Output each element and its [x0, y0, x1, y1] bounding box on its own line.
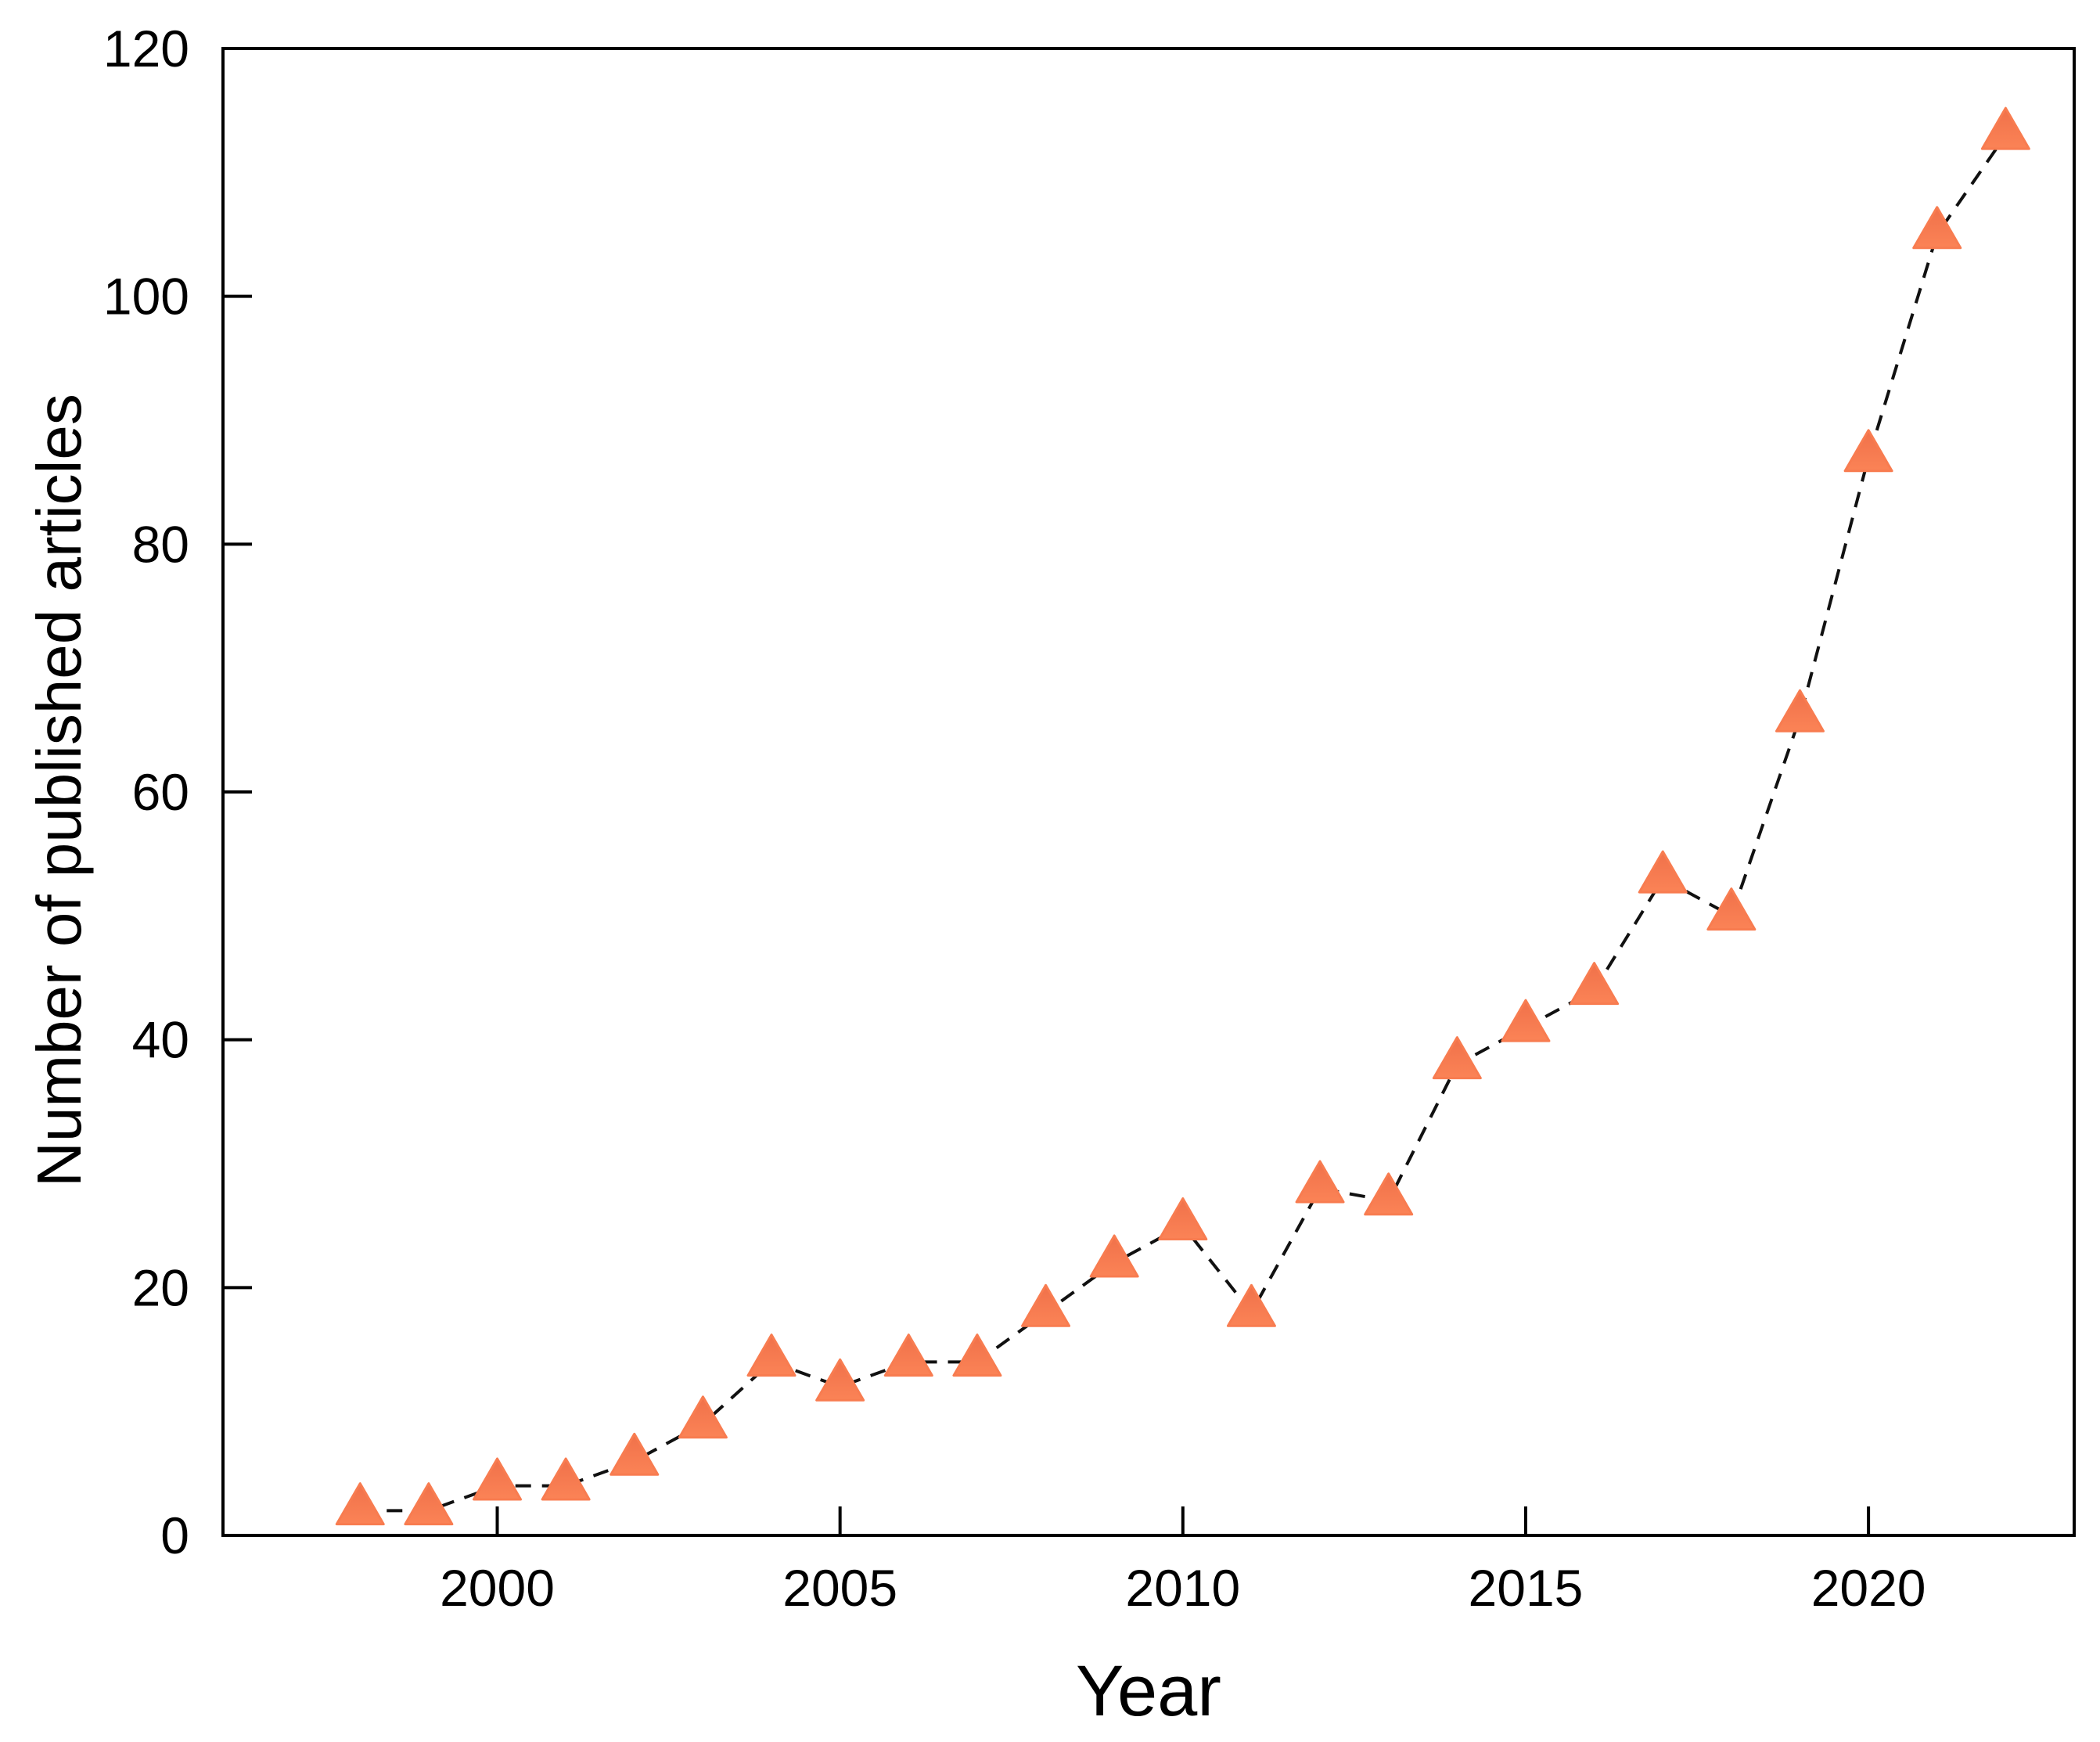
data-point-2008 [1021, 1283, 1071, 1327]
data-point-2003 [678, 1395, 728, 1439]
data-point-1998 [335, 1482, 385, 1526]
data-point-2005 [815, 1358, 865, 1402]
data-point-2012 [1295, 1160, 1345, 1204]
y-tick-label: 120 [103, 20, 189, 77]
x-tick-label: 2010 [1125, 1559, 1240, 1617]
data-point-2009 [1089, 1234, 1139, 1278]
y-tick-label: 0 [160, 1506, 189, 1564]
axes-frame [221, 47, 2076, 1537]
x-tick-label: 2015 [1469, 1559, 1584, 1617]
data-point-2021 [1912, 206, 1962, 250]
data-point-2015 [1501, 999, 1551, 1042]
x-axis-title: Year [1076, 1651, 1221, 1731]
data-point-1999 [404, 1482, 454, 1526]
data-point-2006 [883, 1333, 933, 1377]
data-point-2017 [1638, 850, 1688, 894]
x-tick-label: 2020 [1811, 1559, 1926, 1617]
data-point-2022 [1980, 106, 2030, 150]
y-tick-label: 60 [132, 763, 189, 821]
data-point-2018 [1706, 887, 1757, 931]
x-tick-label: 2005 [782, 1559, 897, 1617]
axis-ticks: 0 20 40 60 80 100 120 2000 2005 2010 2015 2020 [103, 20, 1926, 1617]
data-point-2014 [1432, 1036, 1482, 1080]
data-series [335, 106, 2030, 1526]
data-point-2004 [746, 1333, 796, 1377]
x-tick-label: 2000 [440, 1559, 555, 1617]
y-axis-title: Number of published articles [24, 394, 94, 1187]
trend-line [360, 134, 2008, 1513]
y-tick-label: 80 [132, 515, 189, 573]
data-point-2010 [1158, 1197, 1208, 1240]
data-point-2013 [1364, 1172, 1414, 1216]
y-tick-label: 100 [103, 268, 189, 326]
plot-frame [221, 47, 2076, 1537]
data-point-2020 [1843, 429, 1893, 473]
data-point-2007 [952, 1333, 1002, 1377]
data-point-2002 [610, 1432, 660, 1476]
data-point-2016 [1570, 962, 1620, 1006]
data-point-2019 [1775, 689, 1825, 732]
data-point-2000 [473, 1457, 523, 1501]
data-point-2011 [1226, 1283, 1276, 1327]
y-tick-label: 40 [132, 1011, 189, 1069]
data-point-2001 [541, 1457, 591, 1501]
y-tick-label: 20 [132, 1258, 189, 1316]
